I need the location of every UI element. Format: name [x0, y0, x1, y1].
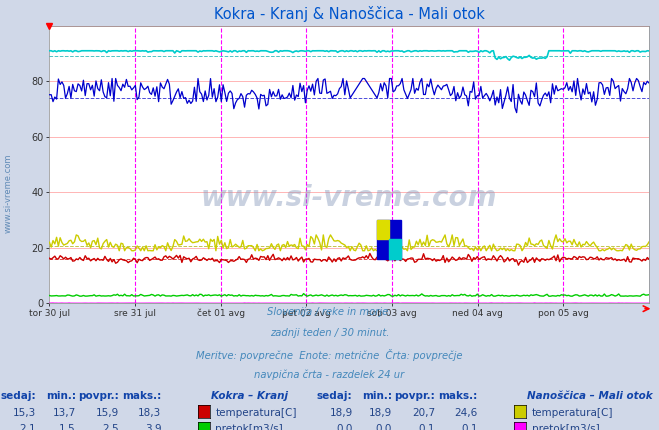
Text: 1,5: 1,5 [59, 424, 76, 430]
Text: povpr.:: povpr.: [78, 391, 119, 401]
Text: temperatura[C]: temperatura[C] [215, 408, 297, 418]
Text: maks.:: maks.: [438, 391, 478, 401]
Text: sedaj:: sedaj: [317, 391, 353, 401]
Text: temperatura[C]: temperatura[C] [532, 408, 614, 418]
Text: 18,9: 18,9 [369, 408, 392, 418]
Text: maks.:: maks.: [122, 391, 161, 401]
Text: sedaj:: sedaj: [1, 391, 36, 401]
Text: Meritve: povprečne  Enote: metrične  Črta: povprečje: Meritve: povprečne Enote: metrične Črta:… [196, 349, 463, 361]
Text: www.si-vreme.com: www.si-vreme.com [201, 184, 498, 212]
Text: 0,1: 0,1 [461, 424, 478, 430]
Text: 18,9: 18,9 [330, 408, 353, 418]
Text: 2,5: 2,5 [102, 424, 119, 430]
Text: pretok[m3/s]: pretok[m3/s] [215, 424, 283, 430]
Text: 2,1: 2,1 [20, 424, 36, 430]
Text: 15,9: 15,9 [96, 408, 119, 418]
Text: 3,9: 3,9 [145, 424, 161, 430]
Text: 20,7: 20,7 [412, 408, 435, 418]
Text: 0,1: 0,1 [418, 424, 435, 430]
Text: pretok[m3/s]: pretok[m3/s] [532, 424, 600, 430]
Text: 18,3: 18,3 [138, 408, 161, 418]
Text: 13,7: 13,7 [53, 408, 76, 418]
Text: min.:: min.: [362, 391, 392, 401]
Text: 24,6: 24,6 [455, 408, 478, 418]
Text: min.:: min.: [45, 391, 76, 401]
Text: 15,3: 15,3 [13, 408, 36, 418]
Bar [377, 220, 389, 240]
Text: 0,0: 0,0 [336, 424, 353, 430]
Title: Kokra - Kranj & Nanoščica - Mali otok: Kokra - Kranj & Nanoščica - Mali otok [214, 6, 485, 22]
Text: povpr.:: povpr.: [394, 391, 435, 401]
Text: navpična črta - razdelek 24 ur: navpična črta - razdelek 24 ur [254, 369, 405, 380]
Text: 0,0: 0,0 [376, 424, 392, 430]
Text: Nanoščica – Mali otok: Nanoščica – Mali otok [527, 391, 653, 401]
Text: Slovenija / reke in morje.: Slovenija / reke in morje. [268, 307, 391, 317]
Bar [377, 220, 401, 259]
Text: Kokra – Kranj: Kokra – Kranj [211, 391, 288, 401]
Text: www.si-vreme.com: www.si-vreme.com [3, 154, 13, 233]
Bar [389, 240, 401, 259]
Text: zadnji teden / 30 minut.: zadnji teden / 30 minut. [270, 328, 389, 338]
